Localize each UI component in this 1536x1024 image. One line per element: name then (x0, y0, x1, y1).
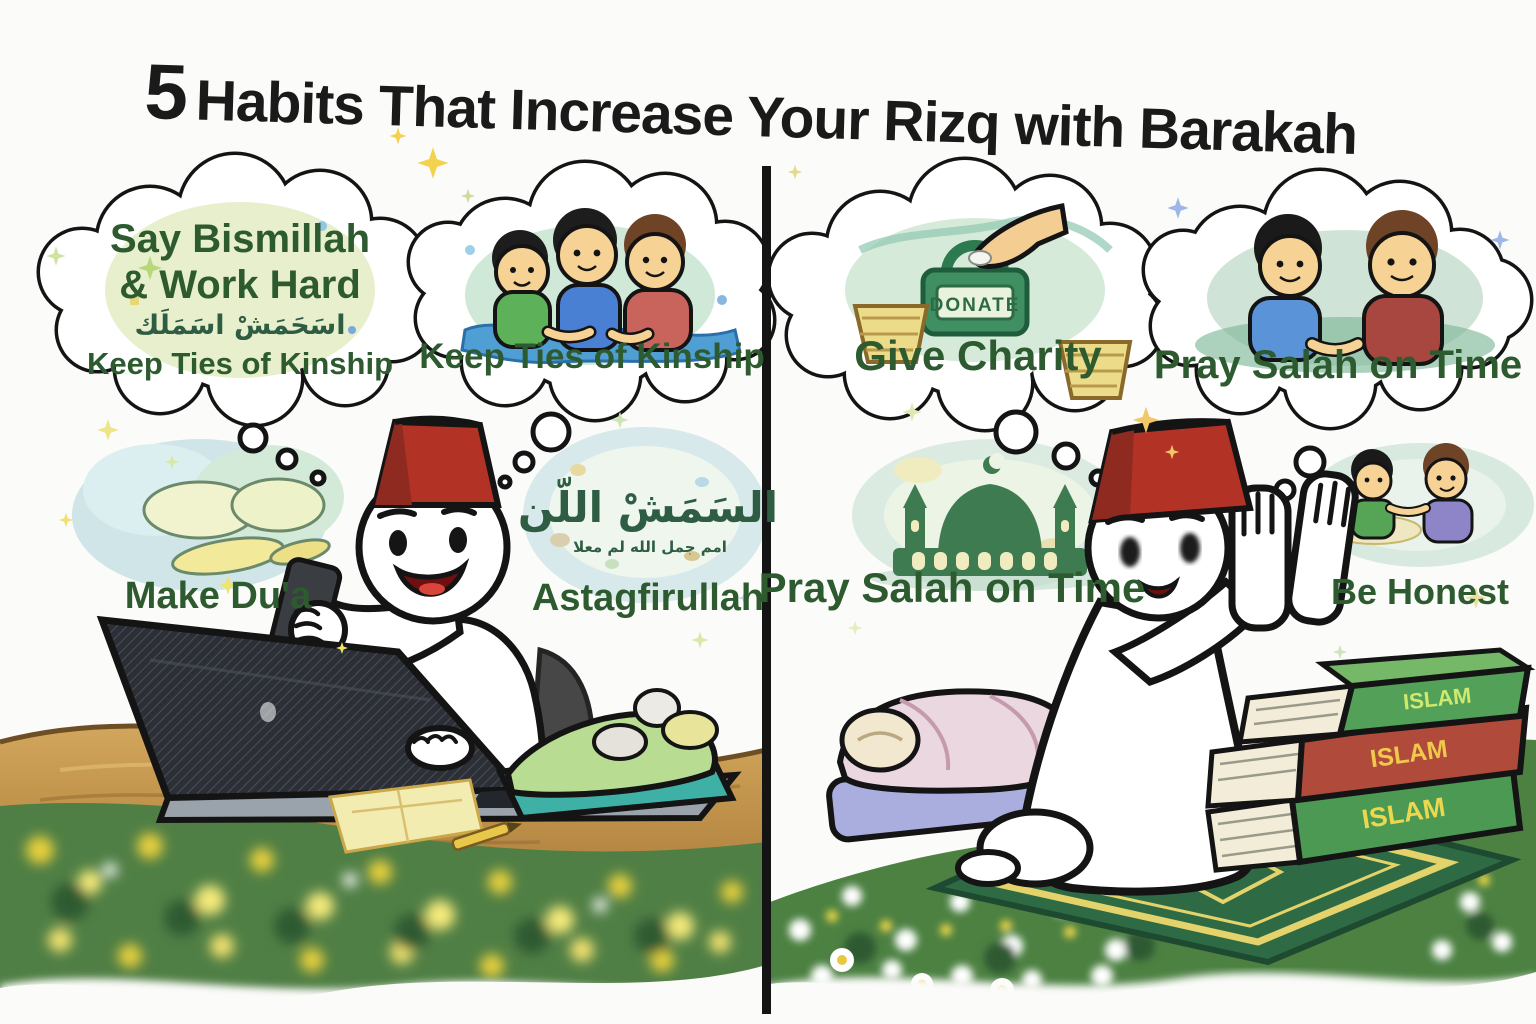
donate-label: DONATE (930, 295, 1021, 316)
thought-trail-left (237, 411, 572, 490)
thought-bubble-bismillah (40, 155, 432, 424)
thought-bubble-salah-kids (1145, 171, 1530, 427)
pencil-icon (451, 822, 523, 851)
thought-bubble-honest (1306, 443, 1534, 567)
praying-foot (955, 849, 1021, 887)
donate-box-icon (920, 240, 1030, 337)
honest-caption: Be Honest (1331, 571, 1509, 612)
bismillah-line1: Say Bismillah (110, 217, 370, 261)
thought-bubble-mosque (852, 439, 1128, 591)
astagfirullah-arabic-large: السَمَشْ اللّن (518, 476, 778, 533)
panel-divider (762, 166, 771, 1014)
bismillah-line2: & Work Hard (119, 263, 361, 307)
kinship-kids-icon (460, 208, 742, 365)
character-working (261, 415, 547, 776)
mosque-icon (893, 453, 1087, 576)
meadow-left (0, 802, 766, 999)
praying-hands-icon (1228, 470, 1359, 632)
character-face (377, 506, 477, 597)
desk-hand (405, 725, 475, 771)
islamic-books-icon (1205, 647, 1536, 873)
fez-hat-icon-2 (1088, 418, 1254, 524)
bubble-tint (105, 202, 375, 378)
folded-cloth-icon (495, 688, 737, 822)
thought-bubble-charity (770, 160, 1162, 429)
charity-caption: Give Charity (854, 332, 1102, 379)
kinship-caption: Keep Ties of Kinship (419, 337, 765, 376)
salah-kids-icon (1248, 210, 1444, 366)
desk-hand-fingers (412, 734, 458, 744)
astagfirullah-caption: Astagfirullah (532, 577, 764, 619)
fez-hat-icon (371, 415, 502, 508)
bismillah-arabic: اسَحَمَشْ اسَمَلَك (134, 308, 345, 341)
title-number: 5 (143, 46, 188, 137)
thought-bubble-dua (72, 439, 344, 591)
praying-face (1105, 512, 1205, 599)
astagfirullah-arabic-small: امم جمل الله لم معلا (573, 538, 727, 556)
salah-kids-caption: Pray Salah on Time (1154, 343, 1522, 387)
charity-basket-icon (852, 304, 1133, 400)
honest-kids-icon (1328, 443, 1474, 545)
character-praying (955, 418, 1359, 896)
salah-mosque-caption: Pray Salah on Time (759, 564, 1146, 611)
dua-caption: Make Du'a (125, 575, 312, 617)
giving-hand-icon (968, 203, 1069, 269)
thought-bubble-astagfirullah (523, 427, 767, 603)
bismillah-caption: Keep Ties of Kinship (87, 346, 393, 381)
thought-bubble-kinship (410, 163, 773, 419)
